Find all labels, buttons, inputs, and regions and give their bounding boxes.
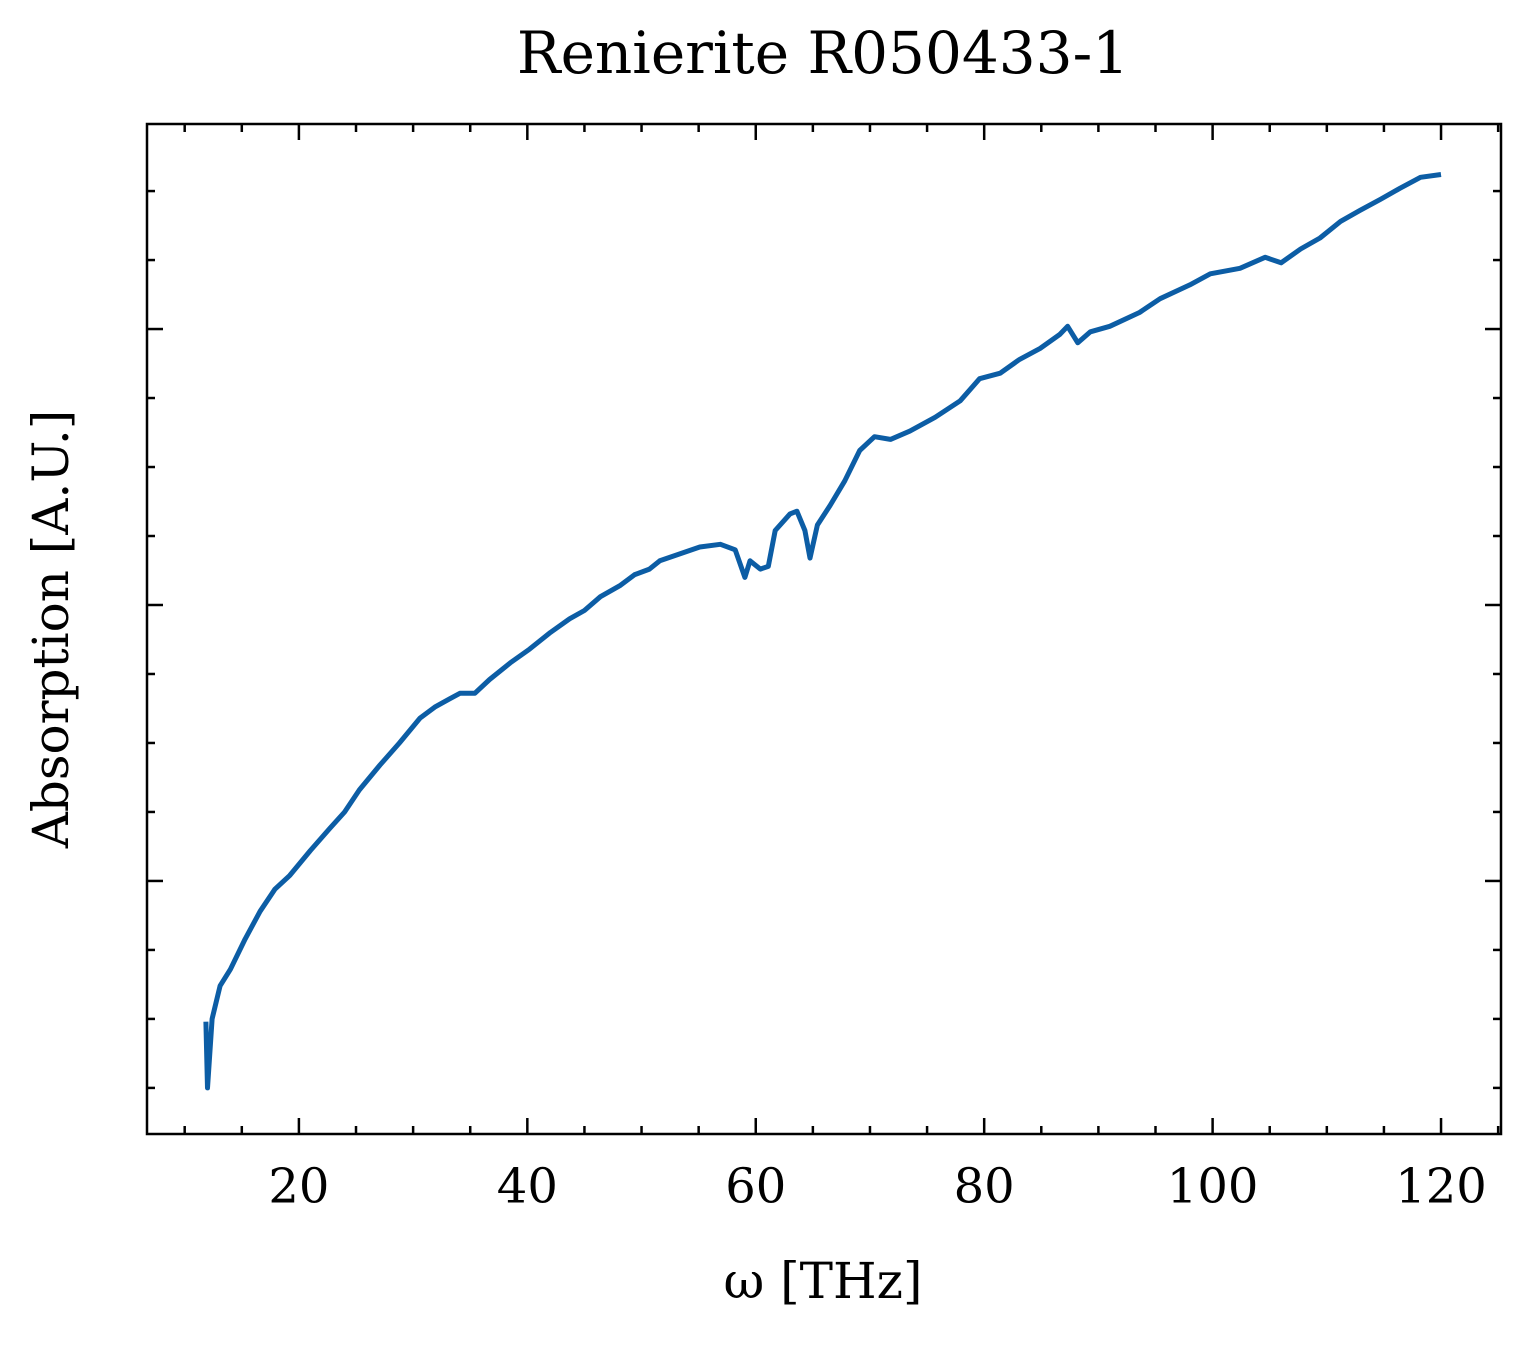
- data-line: [203, 172, 1442, 1091]
- chart-title: Renierite R050433-1: [517, 19, 1129, 87]
- x-tick-label: 80: [954, 1159, 1015, 1215]
- x-tick-label: 20: [268, 1159, 329, 1215]
- x-tick-label: 40: [497, 1159, 558, 1215]
- x-tick-label: 120: [1395, 1159, 1487, 1215]
- plot-frame: [145, 122, 1503, 1136]
- x-axis-label: ω [THz]: [724, 1252, 923, 1310]
- x-tick-label: 60: [725, 1159, 786, 1215]
- x-tick-label: 100: [1167, 1159, 1259, 1215]
- y-axis-label: Absorption [A.U.]: [22, 410, 80, 850]
